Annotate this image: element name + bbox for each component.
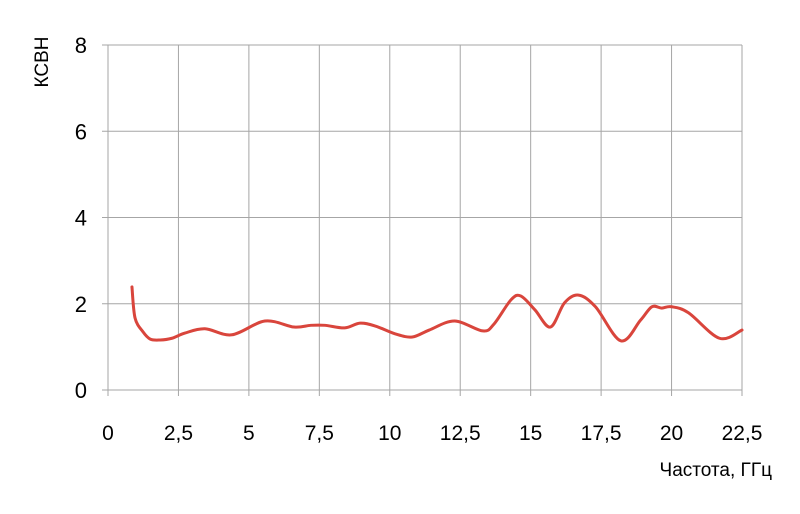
series-line <box>130 285 744 343</box>
x-tick-label: 22,5 <box>722 422 763 445</box>
y-tick-label: 6 <box>75 119 87 144</box>
x-tick-label: 0 <box>102 422 114 445</box>
x-tick-label: 10 <box>378 422 401 445</box>
x-axis-label: Частота, ГГц <box>660 460 773 481</box>
x-tick-label: 15 <box>519 422 542 445</box>
x-tick-label: 20 <box>660 422 683 445</box>
x-tick-label: 17,5 <box>581 422 622 445</box>
y-tick-label: 2 <box>75 292 87 317</box>
x-tick-label: 7,5 <box>305 422 334 445</box>
x-tick-label: 2,5 <box>164 422 193 445</box>
y-axis-label: КСВН <box>32 37 53 88</box>
y-tick-label: 8 <box>75 33 87 58</box>
x-tick-label: 12,5 <box>440 422 481 445</box>
x-tick-label: 5 <box>243 422 255 445</box>
y-tick-label: 0 <box>75 378 87 403</box>
y-tick-label: 4 <box>75 206 87 231</box>
